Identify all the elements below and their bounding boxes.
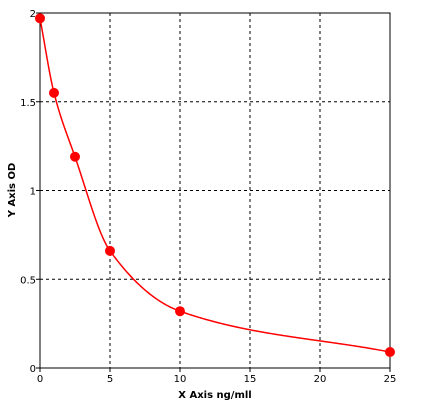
data-point (385, 347, 395, 358)
x-axis-ticks: 0 5 10 15 20 25 (37, 368, 397, 385)
x-tick-label: 25 (384, 374, 397, 385)
x-tick-label: 10 (174, 374, 187, 385)
data-points (35, 13, 395, 358)
y-axis-ticks: 0 0.5 1 1.5 2 (20, 9, 40, 375)
x-tick-label: 15 (244, 374, 257, 385)
data-point (70, 151, 80, 162)
x-tick-label: 0 (37, 374, 43, 385)
y-tick-label: 2 (30, 9, 36, 20)
data-point (35, 13, 45, 24)
fit-curve-layer (39, 18, 391, 353)
fit-curve (39, 18, 391, 353)
y-tick-label: 0.5 (20, 275, 36, 286)
data-point (49, 87, 59, 98)
y-tick-label: 0 (30, 364, 36, 375)
y-tick-label: 1.5 (20, 98, 36, 109)
x-tick-label: 5 (107, 374, 113, 385)
data-point (175, 306, 185, 317)
x-axis-title: X Axis ng/mll (178, 390, 251, 401)
y-tick-label: 1 (30, 187, 36, 198)
data-point (105, 245, 115, 256)
plot-area (35, 12, 395, 369)
y-axis-title: Y Axis OD (7, 163, 18, 219)
x-tick-label: 20 (314, 374, 327, 385)
